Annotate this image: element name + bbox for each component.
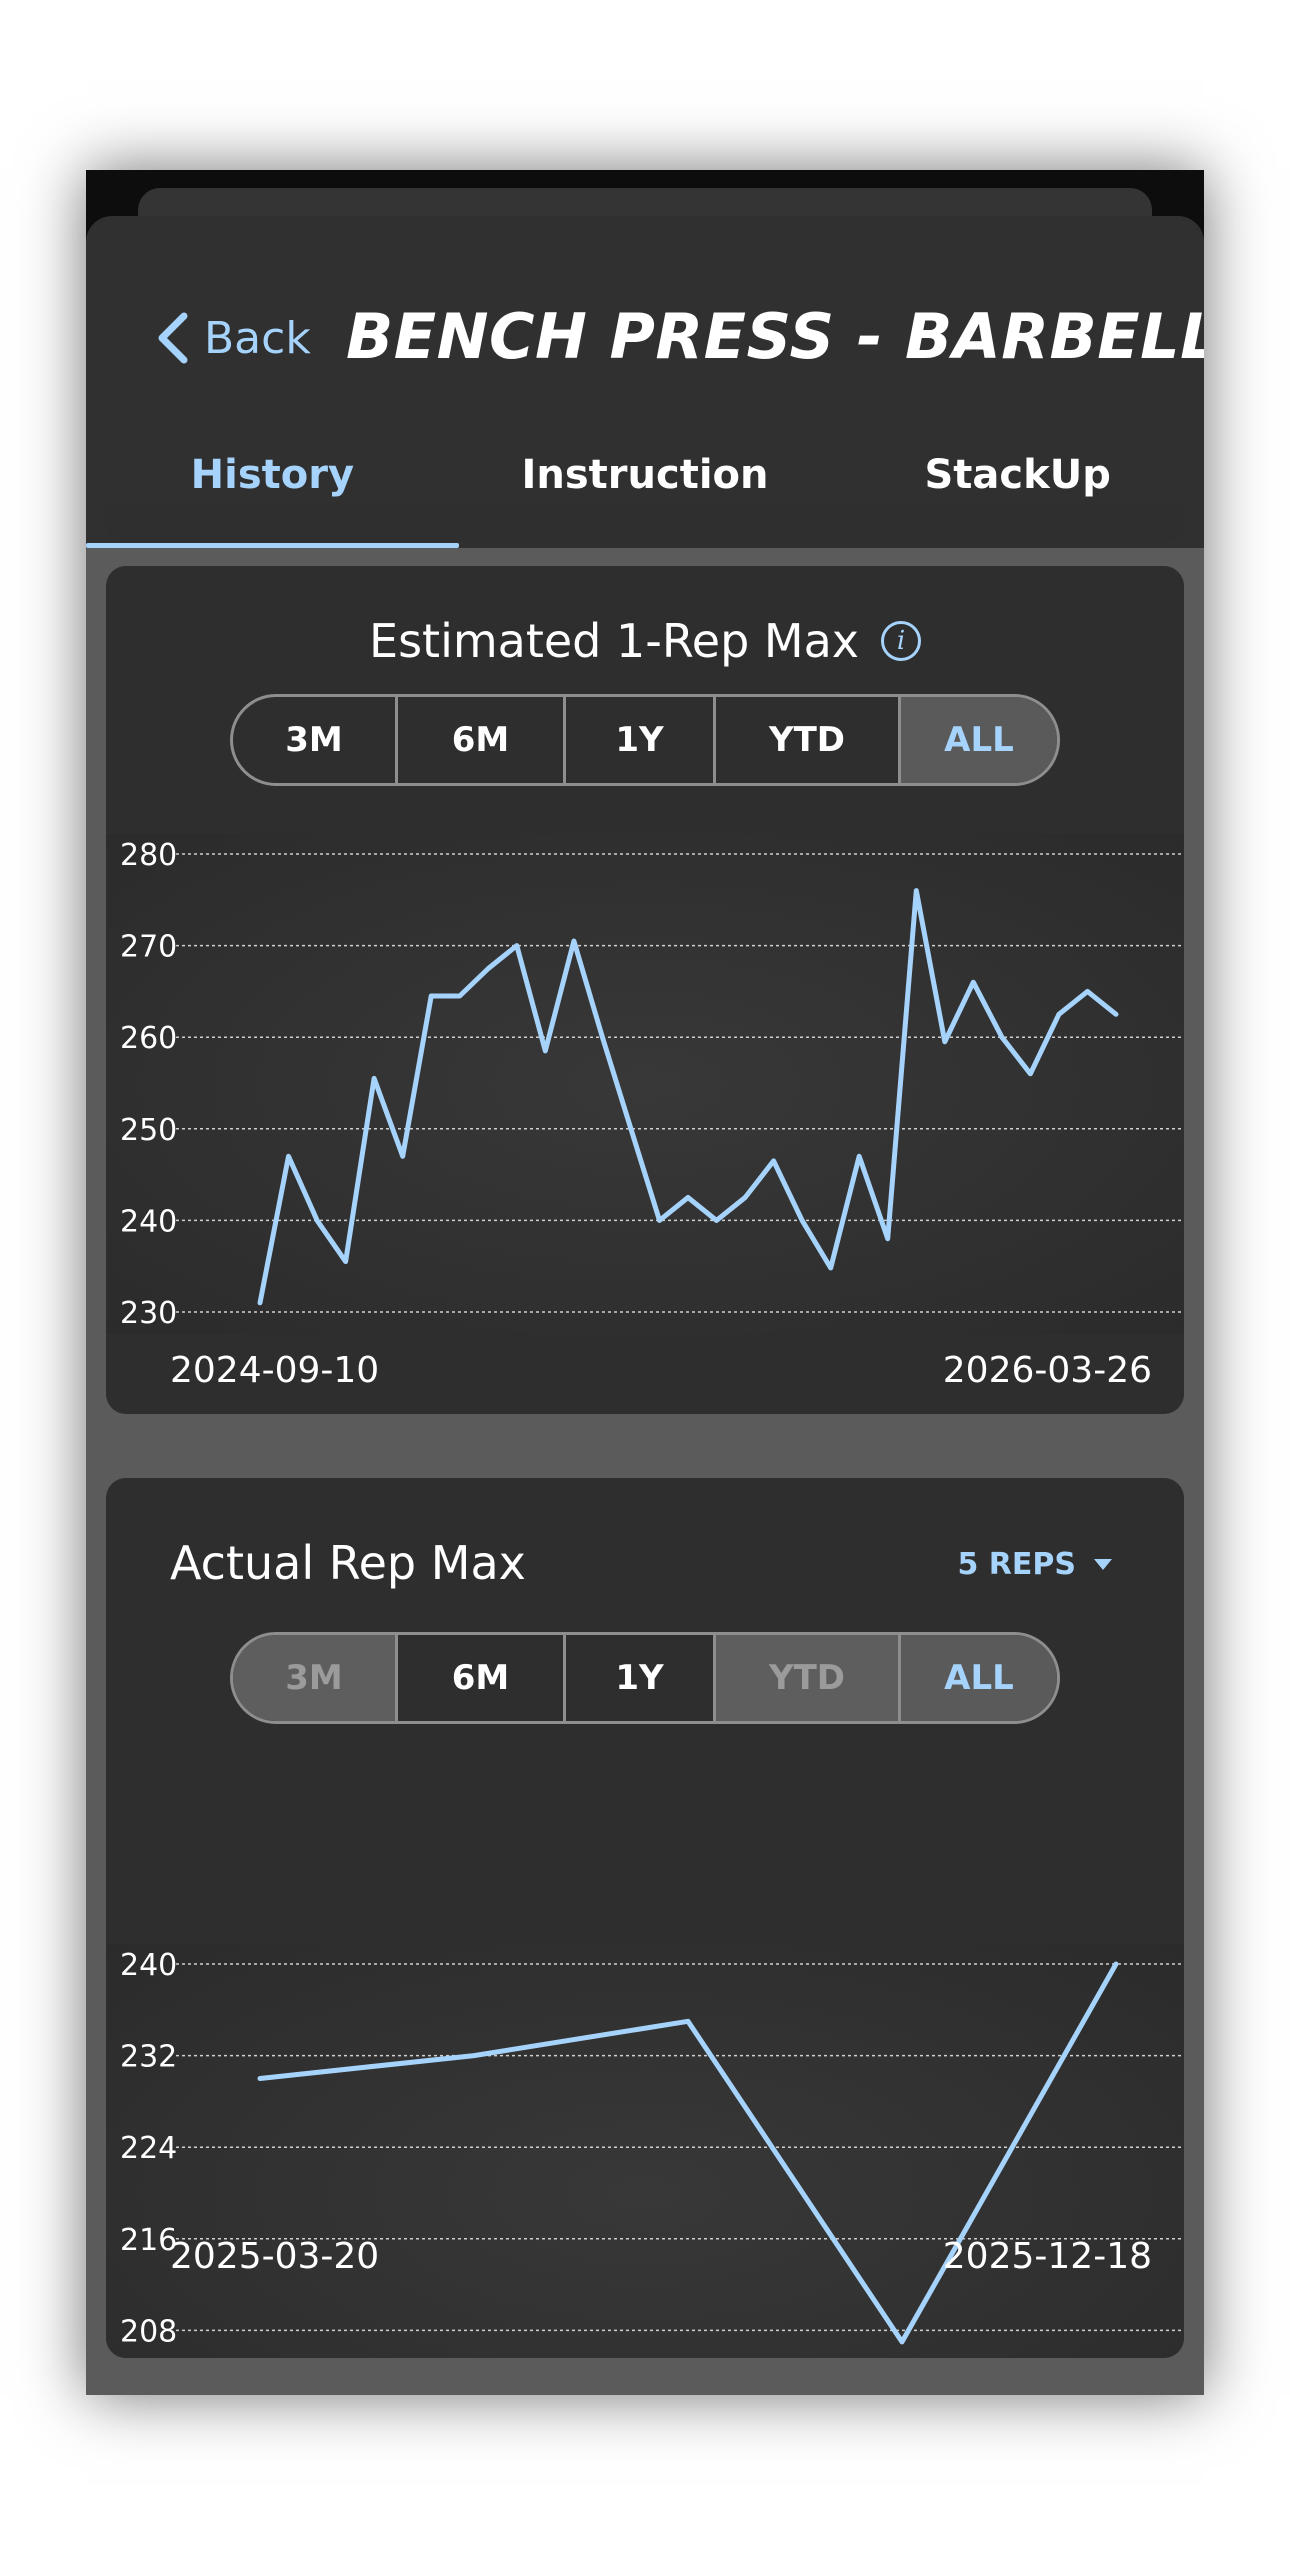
range-6m-button[interactable]: 6M bbox=[398, 697, 566, 783]
back-label: Back bbox=[204, 312, 311, 364]
y-tick-label: 250 bbox=[120, 1113, 177, 1148]
series-line bbox=[257, 888, 1119, 1306]
y-tick-label: 280 bbox=[120, 838, 177, 873]
y-tick-label: 270 bbox=[120, 930, 177, 965]
range-3m-button: 3M bbox=[233, 1635, 398, 1721]
range-6m-button[interactable]: 6M bbox=[398, 1635, 566, 1721]
range-all-button[interactable]: ALL bbox=[901, 697, 1057, 783]
actual-rep-max-title: Actual Rep Max bbox=[170, 1536, 526, 1590]
previous-card-edge bbox=[106, 502, 1184, 542]
range-1y-button[interactable]: 1Y bbox=[566, 1635, 716, 1721]
range-ytd-button: YTD bbox=[716, 1635, 901, 1721]
y-tick-label: 260 bbox=[120, 1021, 177, 1056]
chevron-left-icon bbox=[158, 312, 188, 364]
header: Back BENCH PRESS - BARBELL History Instr… bbox=[86, 216, 1204, 548]
info-icon[interactable]: i bbox=[881, 621, 921, 661]
estimated-range-selector: 3M 6M 1Y YTD ALL bbox=[230, 694, 1060, 786]
estimated-1rm-chart-svg: 230 240 250 260 270 280 bbox=[120, 838, 1184, 1331]
tab-stackup[interactable]: StackUp bbox=[924, 452, 1111, 498]
series-line bbox=[257, 1961, 1119, 2345]
reps-dropdown[interactable]: 5 REPS bbox=[957, 1536, 1112, 1592]
actual-range-selector: 3M 6M 1Y YTD ALL bbox=[230, 1632, 1060, 1724]
actual-rep-max-chart: 200 208 216 224 232 240 bbox=[106, 1944, 1184, 2358]
chart-end-date: 2025-12-18 bbox=[942, 2236, 1152, 2277]
y-tick-label: 224 bbox=[120, 2131, 177, 2166]
app-screen: Back BENCH PRESS - BARBELL History Instr… bbox=[86, 170, 1204, 2395]
estimated-1rm-heading: Estimated 1-Rep Max i bbox=[106, 606, 1184, 676]
range-1y-button[interactable]: 1Y bbox=[566, 697, 716, 783]
range-ytd-button[interactable]: YTD bbox=[716, 697, 901, 783]
y-tick-label: 208 bbox=[120, 2314, 177, 2349]
y-tick-label: 230 bbox=[120, 1296, 177, 1331]
reps-label: 5 REPS bbox=[957, 1546, 1076, 1582]
tab-history[interactable]: History bbox=[86, 412, 459, 548]
back-button[interactable]: Back bbox=[154, 306, 311, 370]
actual-rep-max-card: Actual Rep Max 5 REPS 3M 6M 1Y YTD ALL 2… bbox=[106, 1478, 1184, 2358]
caret-down-icon bbox=[1094, 1558, 1112, 1570]
tab-instruction[interactable]: Instruction bbox=[521, 452, 769, 498]
chart-start-date: 2024-09-10 bbox=[170, 1350, 380, 1391]
page-title: BENCH PRESS - BARBELL bbox=[346, 300, 1204, 373]
chart-end-date: 2026-03-26 bbox=[942, 1350, 1152, 1391]
range-all-button[interactable]: ALL bbox=[901, 1635, 1057, 1721]
estimated-1rm-card: Estimated 1-Rep Max i 3M 6M 1Y YTD ALL 2… bbox=[106, 566, 1184, 1414]
y-tick-label: 216 bbox=[120, 2223, 177, 2258]
chart-start-date: 2025-03-20 bbox=[170, 2236, 380, 2277]
estimated-1rm-title: Estimated 1-Rep Max bbox=[369, 614, 859, 668]
estimated-1rm-chart: 230 240 250 260 270 280 bbox=[106, 834, 1184, 1334]
range-3m-button[interactable]: 3M bbox=[233, 697, 398, 783]
y-tick-label: 232 bbox=[120, 2040, 177, 2075]
y-tick-label: 240 bbox=[120, 1948, 177, 1983]
y-tick-label: 240 bbox=[120, 1204, 177, 1239]
